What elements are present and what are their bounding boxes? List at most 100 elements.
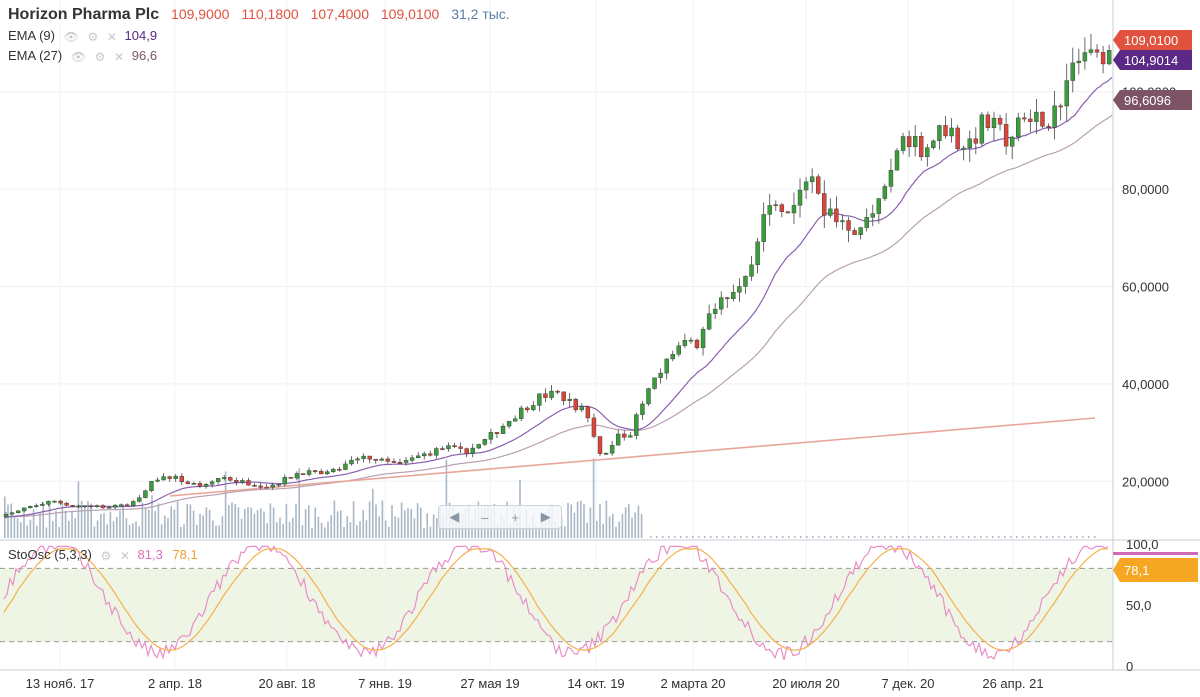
volume-bar [429,526,432,538]
candle [676,345,682,355]
candle [21,507,27,512]
candle [585,406,591,419]
volume-bar [180,526,182,538]
volume-bar [167,517,169,538]
candle [519,407,524,419]
volume-bar [794,536,796,538]
volume-bar [183,524,185,538]
volume-bar [432,514,435,538]
volume-bar [926,536,928,538]
candle [882,186,888,199]
candle [840,220,845,223]
trendline[interactable] [169,417,1096,497]
zoom-out-button[interactable]: – [481,509,489,525]
volume-bar [615,526,617,538]
volume-bar [1058,536,1060,538]
scroll-right-button[interactable]: ▶ [540,509,551,524]
volume-bar [218,525,220,538]
candle [1100,52,1106,65]
close-icon[interactable]: ✕ [114,49,125,64]
candle [864,217,869,228]
volume-bar [7,504,9,538]
volume-bar [285,504,288,538]
volume-bar [26,525,28,538]
close-icon[interactable]: ✕ [106,29,117,44]
close-price-tag [1113,30,1192,50]
volume-bar [776,536,778,538]
eye-icon[interactable]: 👁 [70,49,87,64]
volume-bar [13,515,16,538]
candle [1088,49,1094,53]
volume-bar [538,526,540,538]
volume-bar [528,526,531,538]
candle [682,340,688,346]
volume-bar [854,536,856,538]
close-icon[interactable]: ✕ [119,548,130,563]
oscillator-band [0,568,1113,642]
candle [106,507,112,509]
candle [555,390,560,393]
volume-bar [812,536,814,538]
ema9-label: EMA (9) [8,28,55,43]
candle [640,403,645,415]
candle [15,510,21,513]
candle [155,479,160,482]
candle [270,484,275,488]
volume-bar [148,509,150,538]
ema9-value: 104,9 [124,28,158,43]
volume-bar [372,488,374,538]
candle [567,398,572,401]
volume-bar [304,509,307,538]
candle [215,478,221,483]
zoom-in-button[interactable]: + [511,509,520,525]
volume-bar [624,507,627,538]
candle [434,448,439,456]
ema27-price-tag [1113,90,1192,110]
candle [537,393,542,406]
candle [276,483,281,486]
gear-icon[interactable]: ⚙ [94,49,106,64]
candle [767,205,772,215]
gear-icon[interactable]: ⚙ [87,29,99,44]
volume-bar [589,507,592,538]
volume-bar [330,515,332,538]
volume-bar [992,536,994,538]
oscillator-label: StoOsc (5,3,3) [8,547,92,562]
volume-bar [1016,536,1018,538]
candle [949,127,954,137]
volume-bar [818,536,820,538]
scroll-left-button[interactable]: ◀ [449,509,460,524]
volume-bar [426,513,428,538]
volume-bar [365,520,368,538]
volume-bar [71,510,73,538]
low-value: 107,4000 [310,6,369,22]
volume-bar [356,525,358,538]
volume-bar [128,524,131,538]
candle [997,117,1003,125]
time-axis-label: 14 окт. 19 [567,676,624,691]
ema27-line [3,114,1113,518]
candle [973,138,979,144]
volume-bar [621,513,624,538]
candle [725,297,730,300]
volume-bar [1004,536,1006,538]
eye-icon[interactable]: 👁 [63,29,79,44]
candle [300,473,306,475]
candle [3,514,9,518]
candle [125,504,130,507]
candle [258,485,263,488]
volume-bar [77,481,80,538]
candle [809,176,815,183]
candle [961,147,966,150]
gear-icon[interactable]: ⚙ [100,548,112,563]
volume-bar [400,502,403,538]
candle [525,407,530,411]
candle [773,204,778,207]
volume-bar [135,521,137,538]
candle [343,463,348,470]
candle [888,169,894,187]
volume-bar [93,526,96,538]
candle [409,457,415,461]
volume-bar [29,519,32,538]
